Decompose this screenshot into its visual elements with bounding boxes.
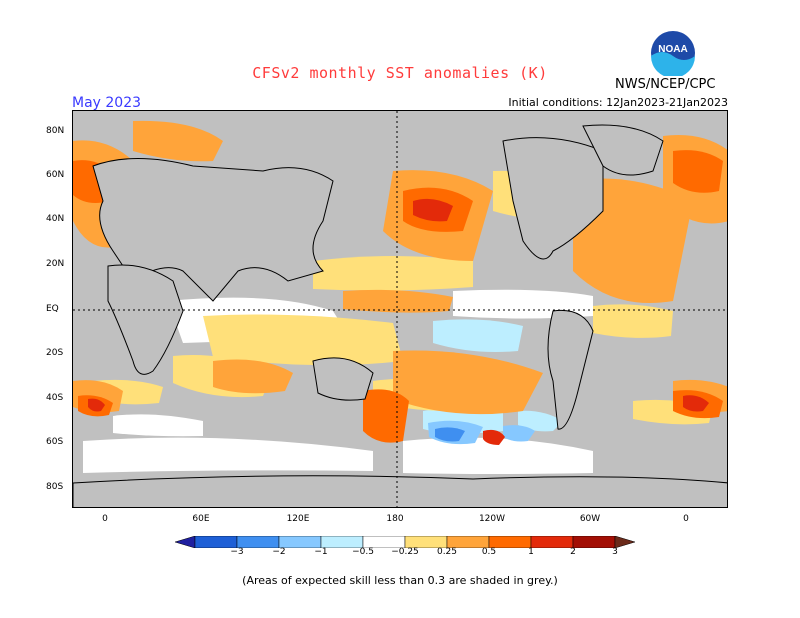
lat-label-80s: 80S: [46, 482, 64, 492]
lat-label-60n: 60N: [46, 170, 65, 180]
australia-outline: [312, 357, 374, 401]
sst-anomaly-map: [72, 110, 728, 508]
greenland-outline: [582, 124, 664, 176]
colorbar-tick-label: 0.5: [481, 547, 497, 557]
antarctica-outline: [73, 475, 727, 507]
lat-label-eq: EQ: [46, 304, 59, 314]
colorbar-tick-label: −3: [230, 547, 244, 557]
strong-negative-anomalies: [435, 427, 465, 442]
colorbar-tick-label: 0.25: [436, 547, 458, 557]
forecast-month: May 2023: [72, 95, 142, 111]
skill-footnote: (Areas of expected skill less than 0.3 a…: [242, 574, 558, 587]
very-strong-positive-anomalies: [88, 198, 709, 445]
lon-label-120w: 120W: [478, 514, 506, 524]
noaa-logo: NOAA: [651, 31, 695, 76]
lat-label-20s: 20S: [46, 348, 64, 358]
lat-label-40s: 40S: [46, 393, 64, 403]
lon-label-60w: 60W: [579, 514, 601, 524]
map-title: CFSv2 monthly SST anomalies (K): [252, 64, 548, 82]
lat-label-60s: 60S: [46, 437, 64, 447]
continent-outlines: [73, 124, 727, 507]
colorbar-tick-label: 1: [528, 547, 534, 557]
lat-label-40n: 40N: [46, 214, 65, 224]
lon-label-0-east: 0: [683, 514, 689, 524]
africa-outline: [107, 264, 184, 375]
lon-label-0: 0: [102, 514, 108, 524]
lon-label-180: 180: [386, 514, 404, 524]
colorbar-max-arrow: [614, 536, 635, 548]
south-america-outline: [547, 309, 594, 430]
lat-label-80n: 80N: [46, 126, 65, 136]
colorbar: [175, 536, 635, 548]
lat-label-20n: 20N: [46, 259, 65, 269]
colorbar-tick-label: −2: [272, 547, 286, 557]
lon-label-120e: 120E: [286, 514, 310, 524]
initial-conditions: Initial conditions: 12Jan2023-21Jan2023: [508, 96, 728, 109]
colorbar-tick-label: 2: [570, 547, 576, 557]
north-america-outline: [502, 137, 604, 260]
colorbar-tick-label: 3: [612, 547, 618, 557]
colorbar-min-arrow: [175, 536, 196, 548]
agency-label: NWS/NCEP/CPC: [615, 77, 716, 92]
colorbar-tick-label: −1: [314, 547, 328, 557]
colorbar-tick-label: −0.5: [352, 547, 374, 557]
colorbar-tick-label: −0.25: [391, 547, 419, 557]
map-canvas: [73, 111, 727, 507]
logo-text: NOAA: [658, 44, 687, 55]
lon-label-60e: 60E: [192, 514, 210, 524]
